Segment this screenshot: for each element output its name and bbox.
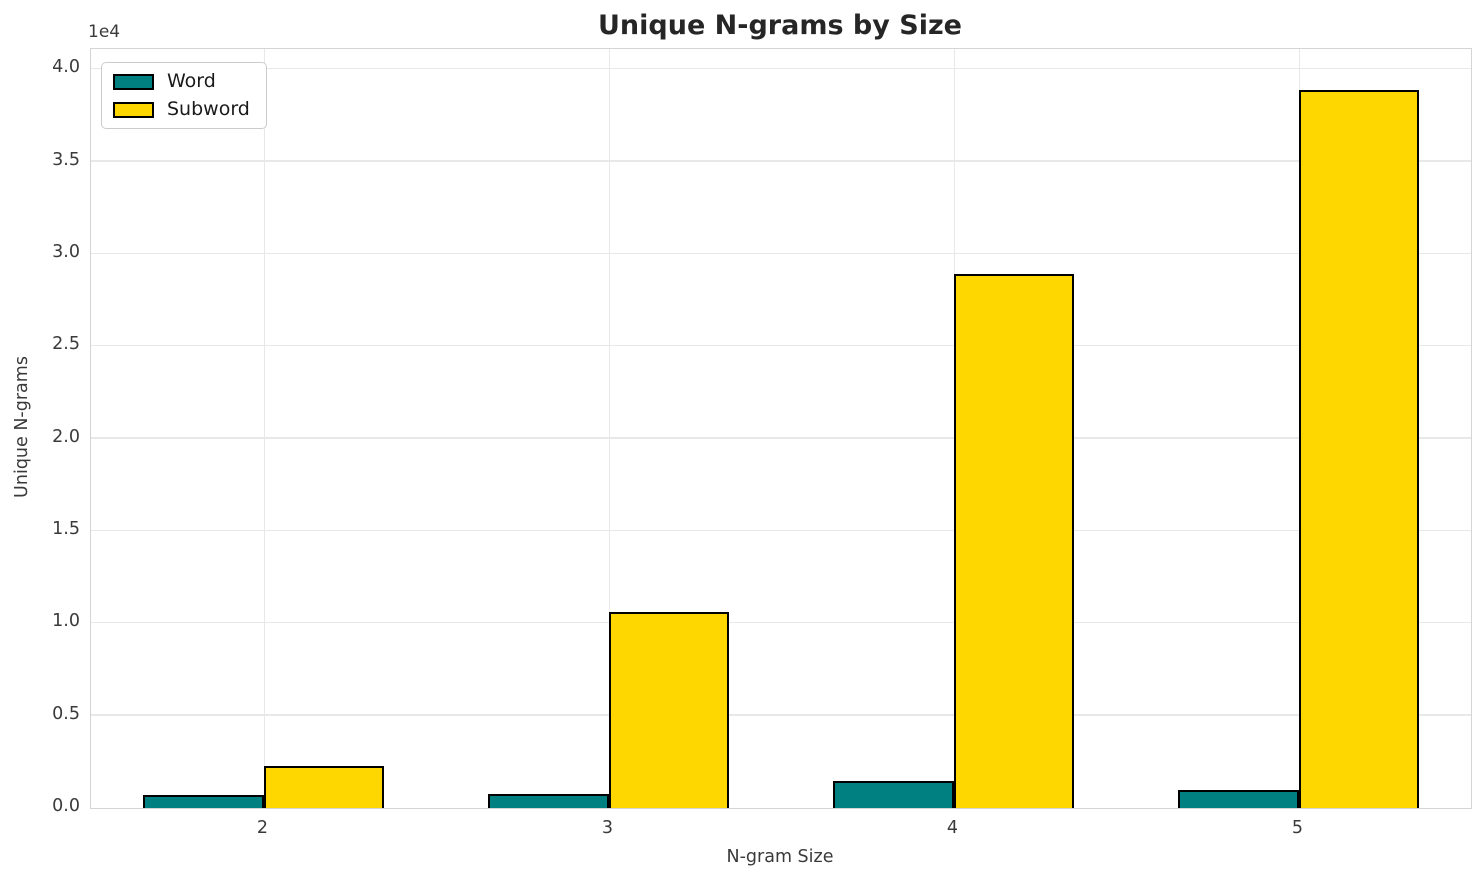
h-gridline (91, 714, 1471, 716)
plot-area: Word Subword (90, 48, 1472, 809)
h-gridline (91, 252, 1471, 254)
y-tick-label: 3.5 (52, 149, 80, 170)
h-gridline (91, 160, 1471, 162)
bar-word-ngram-3 (487, 794, 609, 808)
legend: Word Subword (101, 62, 267, 129)
bar-word-ngram-4 (832, 781, 954, 808)
h-gridline (91, 529, 1471, 531)
h-gridline (91, 344, 1471, 347)
y-axis-offset-label: 1e4 (88, 22, 121, 42)
y-tick-label: 2.5 (52, 334, 80, 355)
y-tick-label: 4.0 (52, 57, 80, 78)
x-tick-label: 3 (601, 818, 614, 838)
legend-label-subword: Subword (167, 98, 250, 120)
x-tick-label: 4 (946, 818, 959, 838)
bar-subword-ngram-2 (263, 765, 385, 808)
y-tick-label: 0.0 (52, 796, 80, 816)
v-gridline (263, 49, 265, 808)
legend-item-subword: Subword (113, 100, 250, 119)
chart-title: Unique N-grams by Size (598, 10, 962, 41)
h-gridline (91, 67, 1471, 70)
bar-word-ngram-2 (142, 795, 264, 808)
h-gridline (91, 621, 1471, 624)
y-tick-label: 1.5 (52, 518, 80, 539)
legend-swatch-word (113, 73, 154, 90)
bar-word-ngram-5 (1177, 789, 1299, 808)
bar-subword-ngram-3 (608, 612, 730, 808)
x-tick-label: 2 (256, 818, 269, 838)
y-tick-label: 0.5 (52, 703, 80, 724)
v-gridline (608, 49, 610, 808)
y-tick-label: 2.0 (52, 426, 80, 447)
h-gridline (91, 437, 1471, 439)
x-axis-label: N-gram Size (726, 847, 834, 867)
y-tick-label: 3.0 (52, 241, 80, 262)
x-tick-label: 5 (1291, 818, 1304, 838)
bar-subword-ngram-4 (953, 274, 1075, 808)
y-tick-label: 1.0 (52, 611, 80, 632)
legend-swatch-subword (113, 101, 154, 118)
bar-subword-ngram-5 (1298, 89, 1420, 808)
legend-label-word: Word (167, 70, 216, 92)
y-axis-label: Unique N-grams (12, 356, 32, 498)
legend-item-word: Word (113, 72, 250, 91)
